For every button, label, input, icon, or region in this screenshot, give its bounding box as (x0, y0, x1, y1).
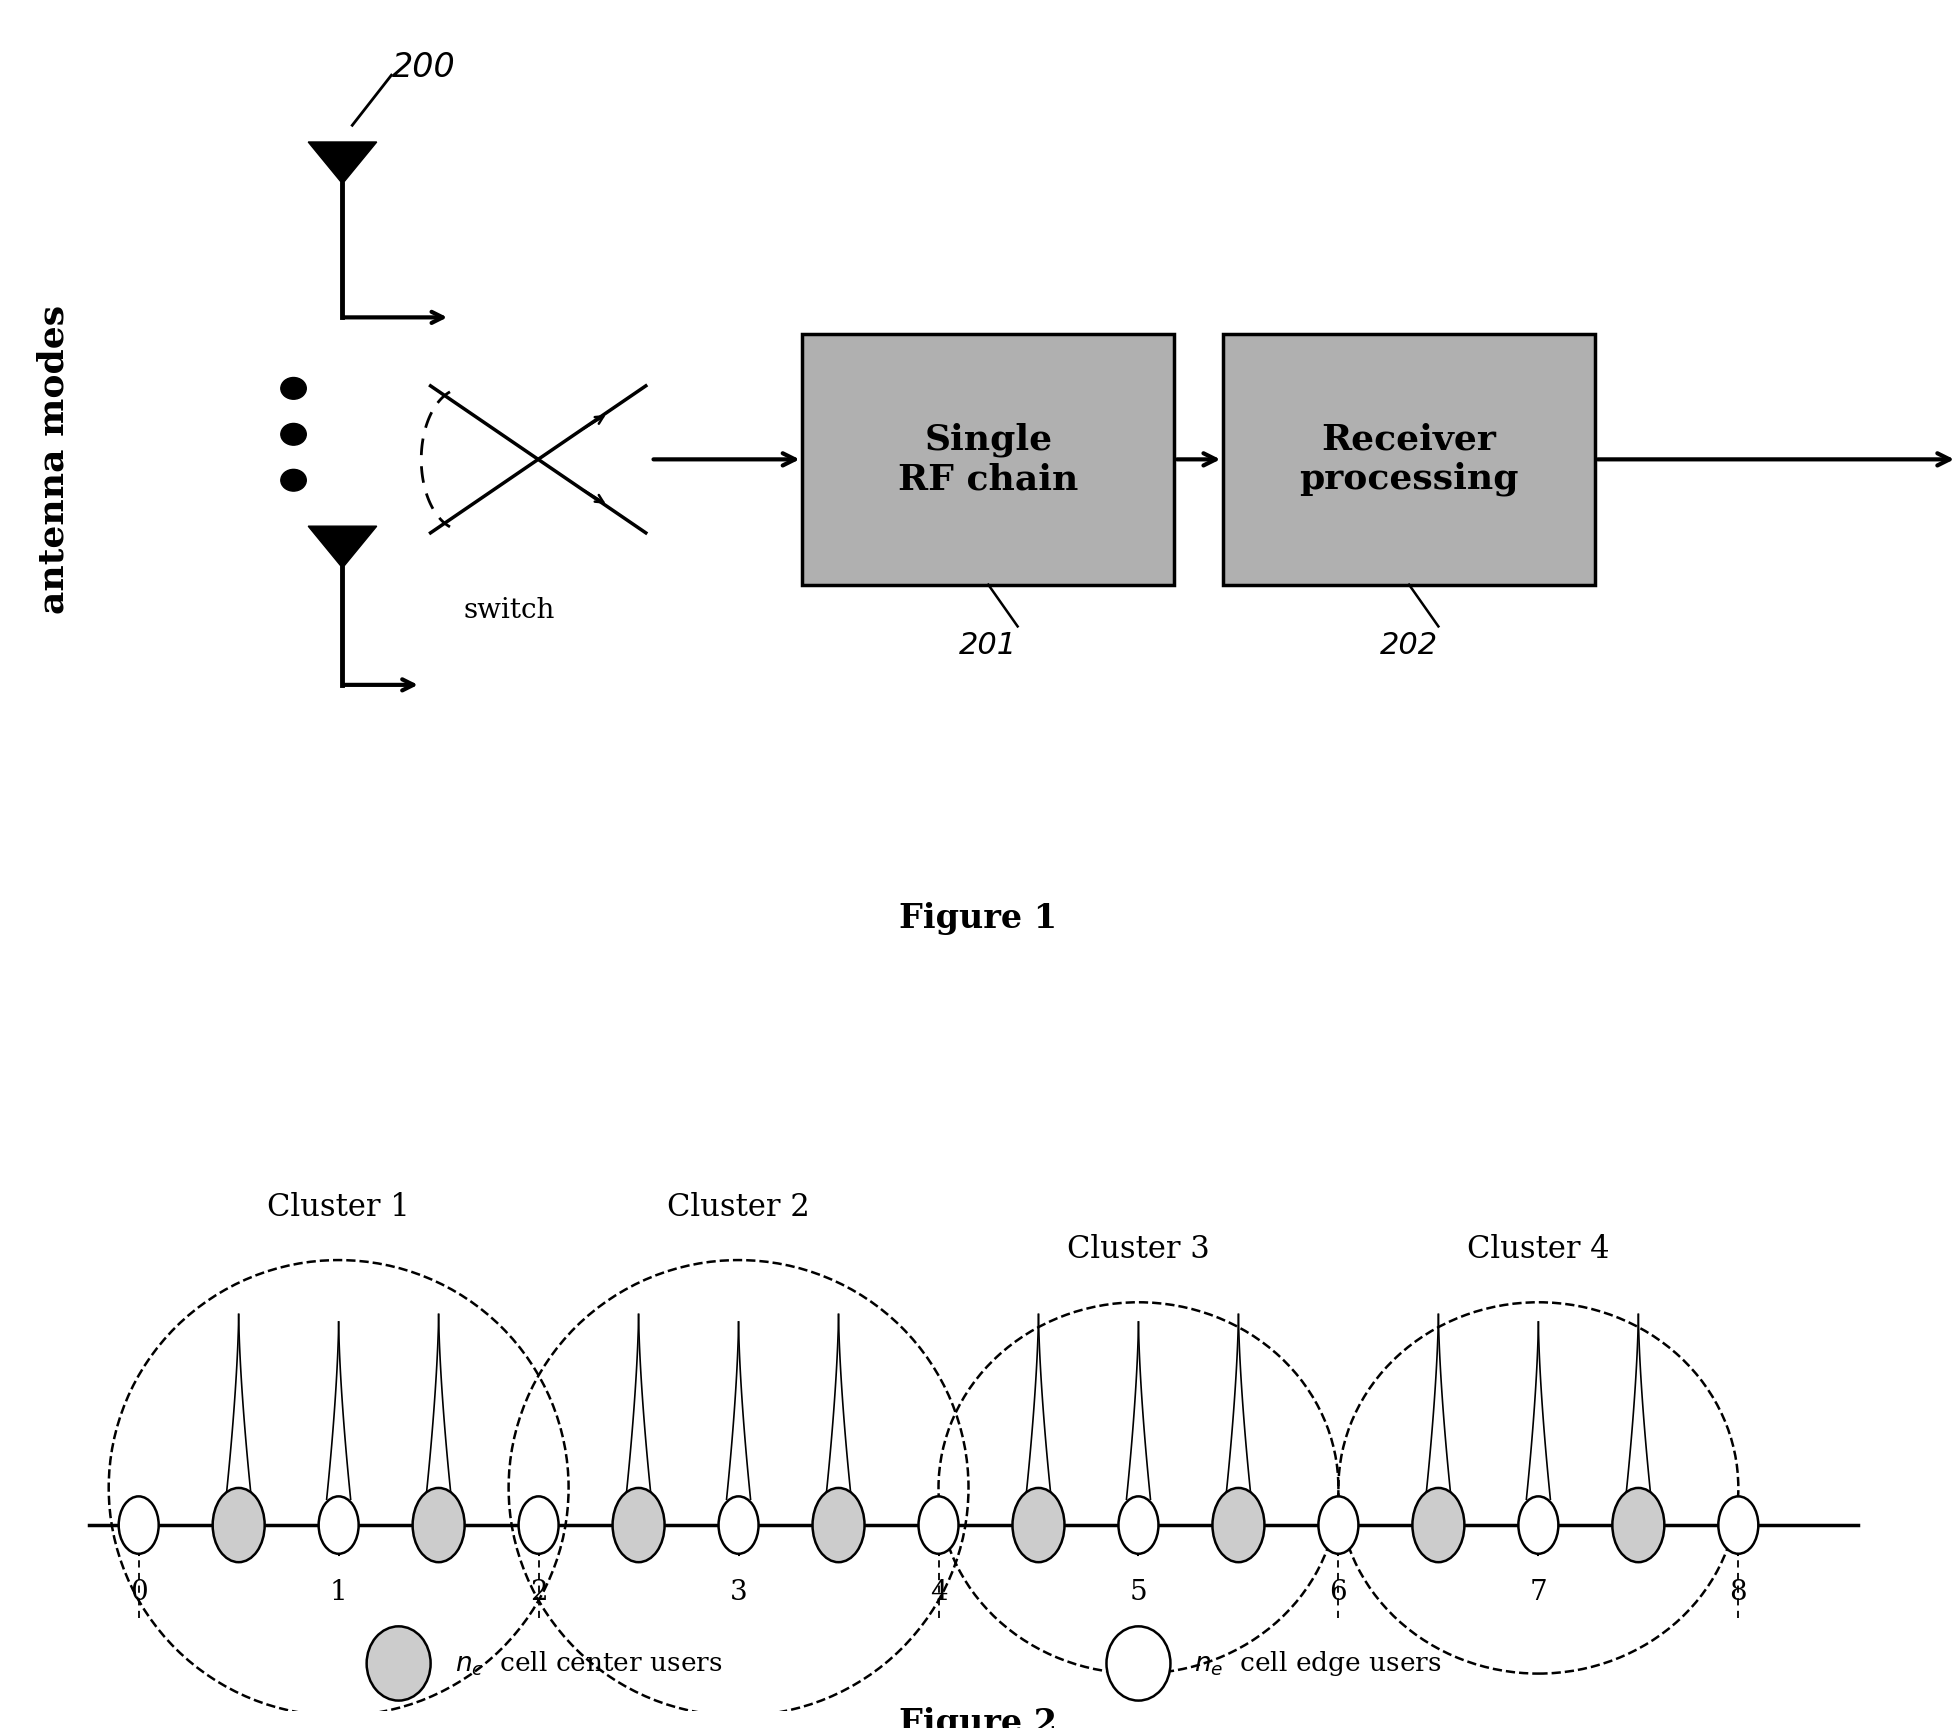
Ellipse shape (413, 1488, 464, 1562)
Text: 200: 200 (391, 50, 456, 83)
Text: 7: 7 (1530, 1579, 1548, 1605)
Text: 2: 2 (530, 1579, 548, 1605)
Ellipse shape (319, 1496, 358, 1553)
Ellipse shape (613, 1488, 665, 1562)
Text: 4: 4 (930, 1579, 947, 1605)
Circle shape (282, 470, 307, 491)
Polygon shape (309, 142, 378, 183)
Ellipse shape (213, 1488, 264, 1562)
Ellipse shape (718, 1496, 759, 1553)
Ellipse shape (1519, 1496, 1558, 1553)
Text: Cluster 2: Cluster 2 (667, 1192, 810, 1223)
Text: 6: 6 (1329, 1579, 1346, 1605)
Ellipse shape (519, 1496, 558, 1553)
Ellipse shape (1718, 1496, 1757, 1553)
Text: 201: 201 (959, 631, 1018, 660)
Text: 202: 202 (1380, 631, 1438, 660)
Circle shape (282, 423, 307, 446)
Ellipse shape (1012, 1488, 1065, 1562)
Ellipse shape (1413, 1488, 1464, 1562)
Text: Cluster 4: Cluster 4 (1468, 1234, 1609, 1265)
Ellipse shape (1213, 1488, 1264, 1562)
Polygon shape (309, 525, 378, 569)
Text: Receiver
processing: Receiver processing (1299, 422, 1519, 496)
FancyBboxPatch shape (1223, 334, 1595, 584)
Text: 8: 8 (1730, 1579, 1748, 1605)
Ellipse shape (918, 1496, 959, 1553)
Ellipse shape (1613, 1488, 1663, 1562)
Text: antenna modes: antenna modes (37, 304, 70, 613)
Text: Figure 2: Figure 2 (900, 1707, 1057, 1728)
Text: 0: 0 (129, 1579, 147, 1605)
Text: switch: switch (464, 598, 554, 624)
Text: Cluster 3: Cluster 3 (1067, 1234, 1209, 1265)
Circle shape (282, 377, 307, 399)
Ellipse shape (1319, 1496, 1358, 1553)
FancyBboxPatch shape (802, 334, 1174, 584)
Text: $n_e$  cell edge users: $n_e$ cell edge users (1194, 1649, 1442, 1678)
Text: 1: 1 (331, 1579, 348, 1605)
Text: 5: 5 (1129, 1579, 1147, 1605)
Text: $n_c$  cell center users: $n_c$ cell center users (454, 1649, 722, 1678)
Ellipse shape (812, 1488, 865, 1562)
Text: Cluster 1: Cluster 1 (268, 1192, 411, 1223)
Text: 3: 3 (730, 1579, 748, 1605)
Ellipse shape (1119, 1496, 1159, 1553)
Ellipse shape (366, 1626, 431, 1700)
Text: Single
RF chain: Single RF chain (898, 422, 1078, 496)
Ellipse shape (119, 1496, 159, 1553)
Ellipse shape (1106, 1626, 1170, 1700)
Text: Figure 1: Figure 1 (900, 902, 1057, 935)
